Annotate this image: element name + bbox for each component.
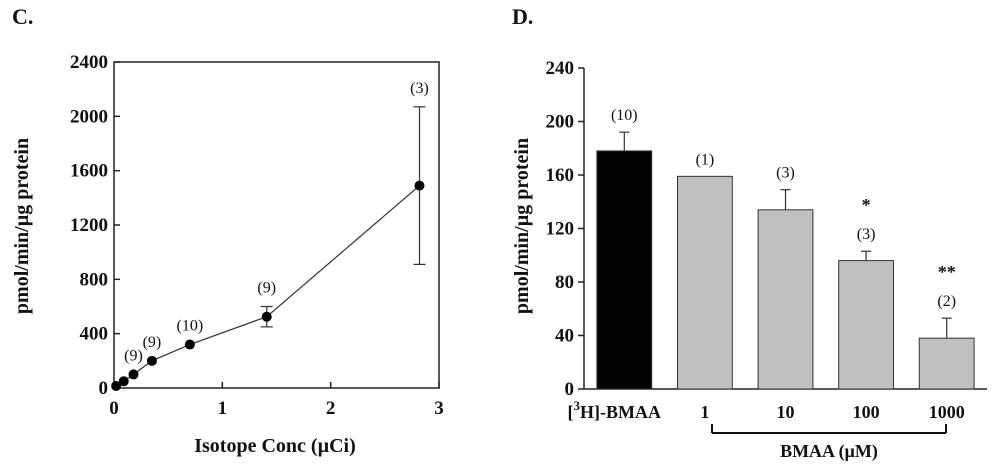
panel-c-x-tick-label: 3 <box>434 398 444 419</box>
panel-d-y-tick-label: 40 <box>555 326 574 347</box>
panel-c-data-point <box>146 355 157 366</box>
panel-d-bar <box>596 150 653 390</box>
panel-d-y-tick-label: 160 <box>546 165 575 186</box>
panel-c-label: C. <box>12 4 33 29</box>
panel-d-category-label: [3H]-BMAA <box>568 398 661 422</box>
panel-d-category-label: 10 <box>777 402 795 422</box>
panel-c-y-tick-label: 2000 <box>70 106 108 127</box>
panel-c-data-point <box>118 376 129 387</box>
group-label: BMAA (µM) <box>780 441 878 462</box>
panel-d-y-tick-label: 0 <box>565 379 575 400</box>
panel-d-n-label: (3) <box>776 165 795 182</box>
panel-d-bar <box>757 209 814 390</box>
panel-c-data-point <box>184 339 195 350</box>
panel-d-n-label: (3) <box>857 226 876 243</box>
panel-c-data-point <box>414 180 425 191</box>
panel-d-bar <box>838 260 895 390</box>
panel-c-plot-frame <box>113 61 440 389</box>
panel-c-y-tick-label: 1200 <box>70 215 108 236</box>
panel-d-y-tick-label: 240 <box>546 58 575 79</box>
panel-c-x-tick-label: 2 <box>326 398 336 419</box>
panel-d-y-tick-label: 80 <box>555 272 574 293</box>
panel-d-n-label: (10) <box>611 107 638 124</box>
panel-d-bar <box>676 175 733 390</box>
panel-c-data-point <box>111 380 122 391</box>
panel-c-n-label: (3) <box>410 80 429 97</box>
panel-c-y-tick-label: 400 <box>80 324 109 345</box>
panel-d-label: D. <box>512 4 533 29</box>
panel-d-category-label: 100 <box>853 402 880 422</box>
panel-d-y-tick-label: 120 <box>546 219 575 240</box>
panel-c-y-tick-label: 2400 <box>70 52 108 73</box>
panel-d-bar <box>918 337 975 390</box>
panel-c-x-tick-label: 1 <box>218 398 228 419</box>
panel-c-y-tick-label: 800 <box>80 269 109 290</box>
panel-d-significance-label: * <box>862 195 871 215</box>
panel-d-category-label: 1000 <box>929 402 965 422</box>
panel-c-x-axis-title: Isotope Conc (µCi) <box>194 435 356 457</box>
panel-c-n-label: (10) <box>177 318 204 335</box>
panel-d-category-label: 1 <box>700 402 709 422</box>
panel-c-data-point <box>128 369 139 380</box>
panel-d-n-label: (1) <box>696 151 715 168</box>
panel-c-x-tick-label: 0 <box>109 398 119 419</box>
panel-c-y-axis-title: pmol/min/µg protein <box>11 138 33 314</box>
panel-c-y-tick-label: 1600 <box>70 161 108 182</box>
panel-c-data-point <box>261 311 272 322</box>
panel-d-n-label: (2) <box>937 293 956 310</box>
panel-d-y-axis-title: pmol/min/µg protein <box>511 138 533 314</box>
panel-d-significance-label: ** <box>938 262 956 282</box>
panel-c-n-label: (9) <box>257 280 276 297</box>
panel-d-y-tick-label: 200 <box>546 112 575 133</box>
panel-c-n-label: (9) <box>124 347 143 364</box>
panel-c-y-tick-label: 0 <box>99 378 109 399</box>
panel-c-n-label: (9) <box>143 334 162 351</box>
